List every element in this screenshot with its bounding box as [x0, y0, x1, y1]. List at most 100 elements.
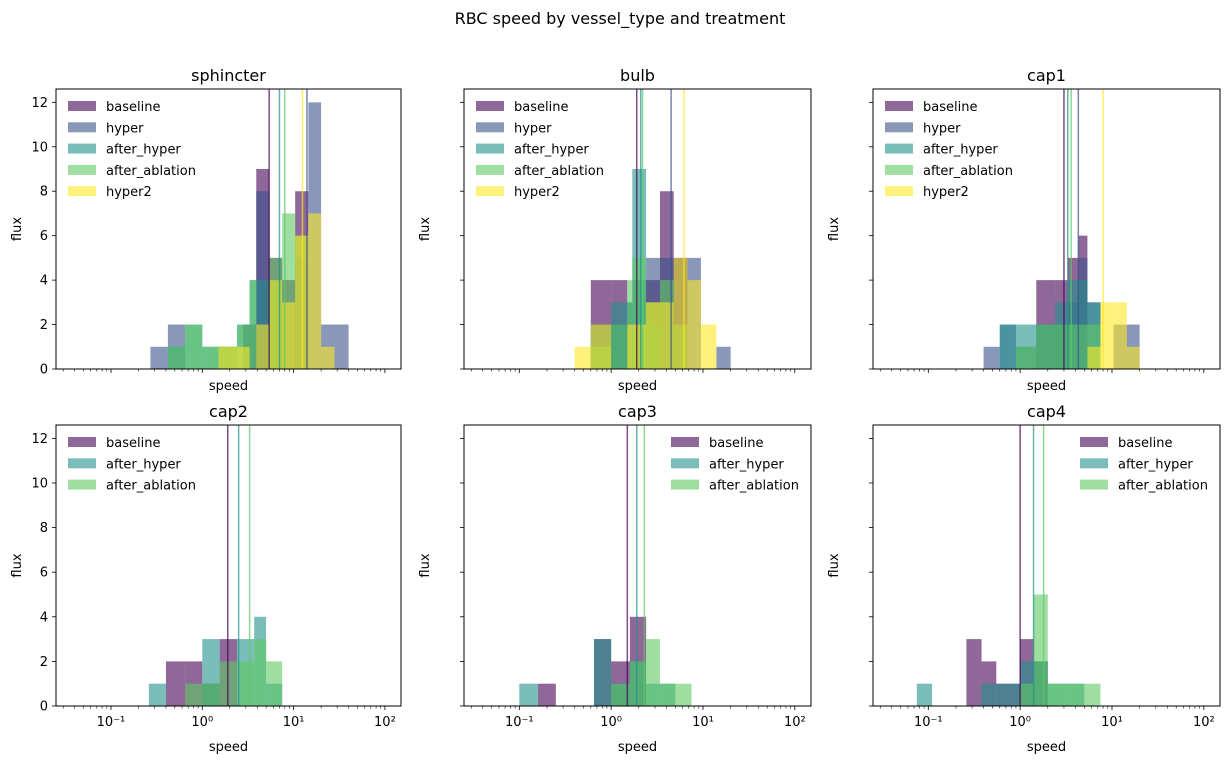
legend-swatch-after_ablation	[671, 479, 699, 490]
plot-area	[150, 89, 349, 369]
legend: baseline hyper after_hyper after_ablationhy…	[476, 100, 604, 200]
legend-swatch-after_ablation	[68, 164, 96, 175]
bar-hyper2-1	[237, 346, 250, 369]
bar-after_ablation-0	[611, 683, 630, 706]
y-tick-label: 4	[40, 610, 48, 625]
y-axis-label: flux	[418, 553, 433, 577]
legend-swatch-after_ablation	[1080, 479, 1108, 490]
x-axis-label: speed	[1027, 740, 1066, 755]
axes-frame	[872, 424, 1221, 707]
legend-label-hyper: hyper	[514, 121, 552, 136]
axes-frame	[55, 424, 402, 707]
legend-swatch-hyper	[68, 122, 96, 133]
bar-hyper2-3	[269, 280, 283, 369]
legend-label-after_hyper: after_hyper	[106, 143, 181, 158]
axes-frame	[463, 88, 812, 370]
bar-after_ablation-1	[185, 324, 203, 369]
y-tick-label: 4	[40, 274, 48, 289]
axes-frame	[872, 88, 1221, 370]
legend-swatch-after_hyper	[671, 458, 699, 469]
axes-frame	[55, 88, 402, 370]
subplot-cap1: cap1 speed flux baseline hyper after_hyperaft…	[827, 66, 1221, 394]
bar-after_ablation-1	[202, 683, 220, 706]
bar-after_hyper-0	[916, 683, 933, 706]
bar-baseline-0	[966, 639, 982, 706]
legend-label-baseline: baseline	[709, 436, 763, 451]
x-axis-label: speed	[618, 379, 657, 394]
bar-after_ablation-2	[202, 346, 219, 369]
bar-hyper-0	[983, 346, 1000, 369]
bar-hyper2-2	[627, 324, 633, 369]
bar-after_hyper-0	[519, 683, 539, 706]
bar-after_ablation-4	[1078, 324, 1088, 369]
bar-hyper-7	[716, 346, 731, 369]
legend-swatch-baseline	[885, 101, 913, 111]
axes-frame	[463, 424, 812, 707]
y-tick-label: 8	[40, 521, 48, 536]
legend-label-baseline: baseline	[923, 100, 977, 115]
bar-after_ablation-1	[1036, 324, 1056, 369]
y-tick-label: 10	[31, 476, 48, 491]
subplot-grid: 0 2 4 6 8 10 12 sphincter speed flux baseline hyper…	[10, 66, 1221, 755]
legend-swatch-baseline	[671, 437, 699, 447]
x-tick-label: 10⁰	[600, 715, 622, 730]
y-axis-label: flux	[10, 217, 25, 241]
x-tick-label: 10¹	[283, 715, 305, 730]
bar-hyper2-6	[308, 213, 322, 369]
bar-hyper2-8	[700, 324, 717, 369]
y-tick-label: 8	[40, 185, 48, 200]
bar-hyper2-2	[1113, 302, 1127, 369]
legend-label-hyper2: hyper2	[923, 185, 969, 200]
x-tick-label: 10⁻¹	[914, 715, 943, 730]
legend-label-after_ablation: after_ablation	[709, 479, 799, 494]
y-tick-label: 0	[40, 700, 48, 715]
bar-after_ablation-4	[254, 639, 267, 706]
legend-swatch-after_hyper	[885, 143, 913, 154]
x-tick-label: 10²	[374, 715, 396, 730]
legend-label-after_ablation: after_ablation	[106, 164, 196, 179]
bar-after_ablation-2	[1047, 683, 1069, 706]
bar-after_ablation-4	[1084, 683, 1101, 706]
bar-baseline-0	[165, 661, 186, 706]
legend-swatch-after_hyper	[68, 458, 96, 469]
bar-hyper2-2	[256, 324, 270, 369]
legend-label-hyper: hyper	[106, 121, 144, 136]
legend: baseline after_hyper after_ablation	[671, 436, 799, 494]
legend: baseline after_hyper after_ablation	[68, 436, 196, 494]
y-axis-label: flux	[827, 217, 842, 241]
y-tick-label: 6	[40, 566, 48, 581]
bar-after_ablation-3	[659, 683, 676, 706]
y-tick-label: 2	[40, 318, 48, 333]
legend-swatch-after_ablation	[476, 164, 504, 175]
plot-area	[574, 89, 731, 369]
bar-after_ablation-2	[646, 639, 660, 706]
legend-swatch-after_hyper	[68, 143, 96, 154]
legend-swatch-baseline	[68, 437, 96, 447]
bar-after_ablation-4	[675, 683, 692, 706]
bar-hyper2-4	[646, 302, 660, 369]
bar-hyper2-3	[1126, 346, 1140, 369]
legend-label-baseline: baseline	[1118, 436, 1172, 451]
subplot-sphincter: 0 2 4 6 8 10 12 sphincter speed flux baseline hyper…	[10, 66, 402, 394]
bar-after_ablation-3	[1068, 683, 1085, 706]
y-tick-label: 6	[40, 229, 48, 244]
legend-swatch-after_hyper	[1080, 458, 1108, 469]
bar-after_ablation-0	[167, 346, 186, 369]
subplot-cap4: 10⁻¹ 10⁰ 10¹ 10² cap4 speed flux baseline after_…	[827, 402, 1221, 755]
bar-hyper2-0	[218, 346, 238, 369]
bar-hyper2-3	[632, 324, 647, 369]
legend-swatch-baseline	[476, 101, 504, 111]
plot-area	[916, 425, 1101, 706]
figure-title: RBC speed by vessel_type and treatment	[455, 9, 786, 29]
legend-label-hyper2: hyper2	[514, 185, 560, 200]
y-tick-label: 2	[40, 655, 48, 670]
legend-swatch-hyper2	[476, 186, 504, 197]
y-axis-label: flux	[827, 553, 842, 577]
legend-label-hyper2: hyper2	[106, 185, 152, 200]
legend-label-after_hyper: after_hyper	[1118, 457, 1193, 472]
legend-label-after_ablation: after_ablation	[106, 479, 196, 494]
bar-hyper-8	[334, 324, 349, 369]
bar-after_ablation-5	[249, 280, 257, 369]
subplot-title: cap1	[1027, 66, 1066, 85]
